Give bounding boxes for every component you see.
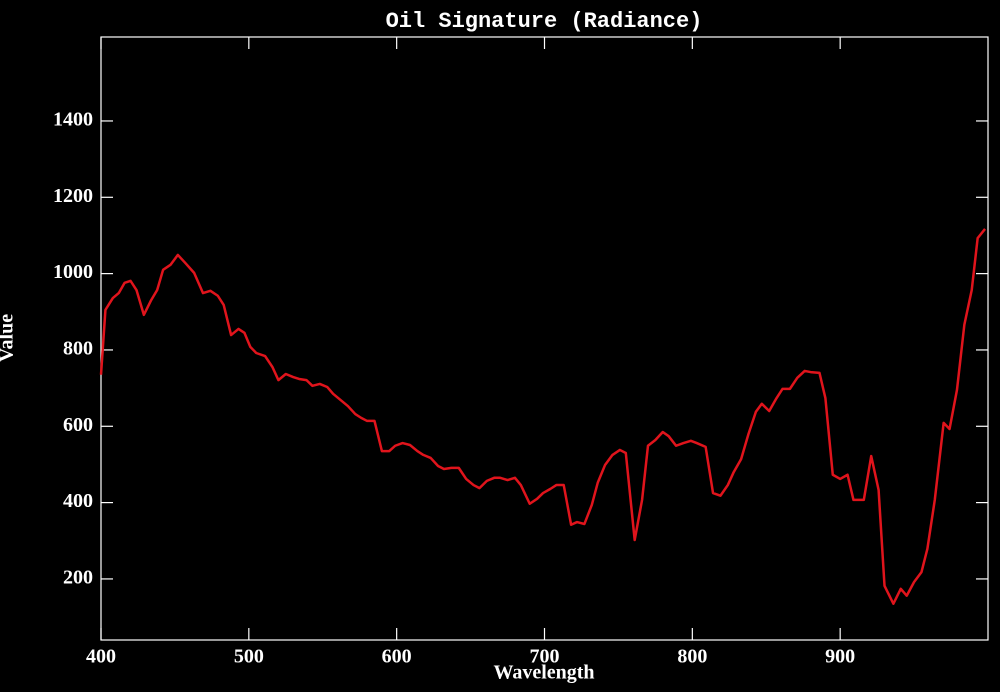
y-tick-label: 1000 [53, 261, 93, 283]
x-tick-label: 800 [677, 646, 707, 668]
y-tick-label: 400 [63, 490, 93, 512]
x-tick-label: 900 [825, 646, 855, 668]
x-axis-label: Wavelength [493, 662, 594, 684]
data-line [99, 228, 987, 605]
x-tick-label: 600 [382, 646, 412, 668]
y-tick-label: 1200 [53, 185, 93, 207]
chart-title: Oil Signature (Radiance) [386, 9, 703, 34]
x-tick-label: 500 [234, 646, 264, 668]
x-tick-label: 700 [530, 646, 560, 668]
y-tick-label: 800 [63, 338, 93, 360]
y-tick-label: 1400 [53, 109, 93, 131]
y-axis-label: Value [0, 314, 18, 362]
plot-frame [100, 36, 989, 641]
y-tick-label: 600 [63, 414, 93, 436]
y-tick-label: 200 [63, 567, 93, 589]
x-tick-label: 400 [86, 646, 116, 668]
